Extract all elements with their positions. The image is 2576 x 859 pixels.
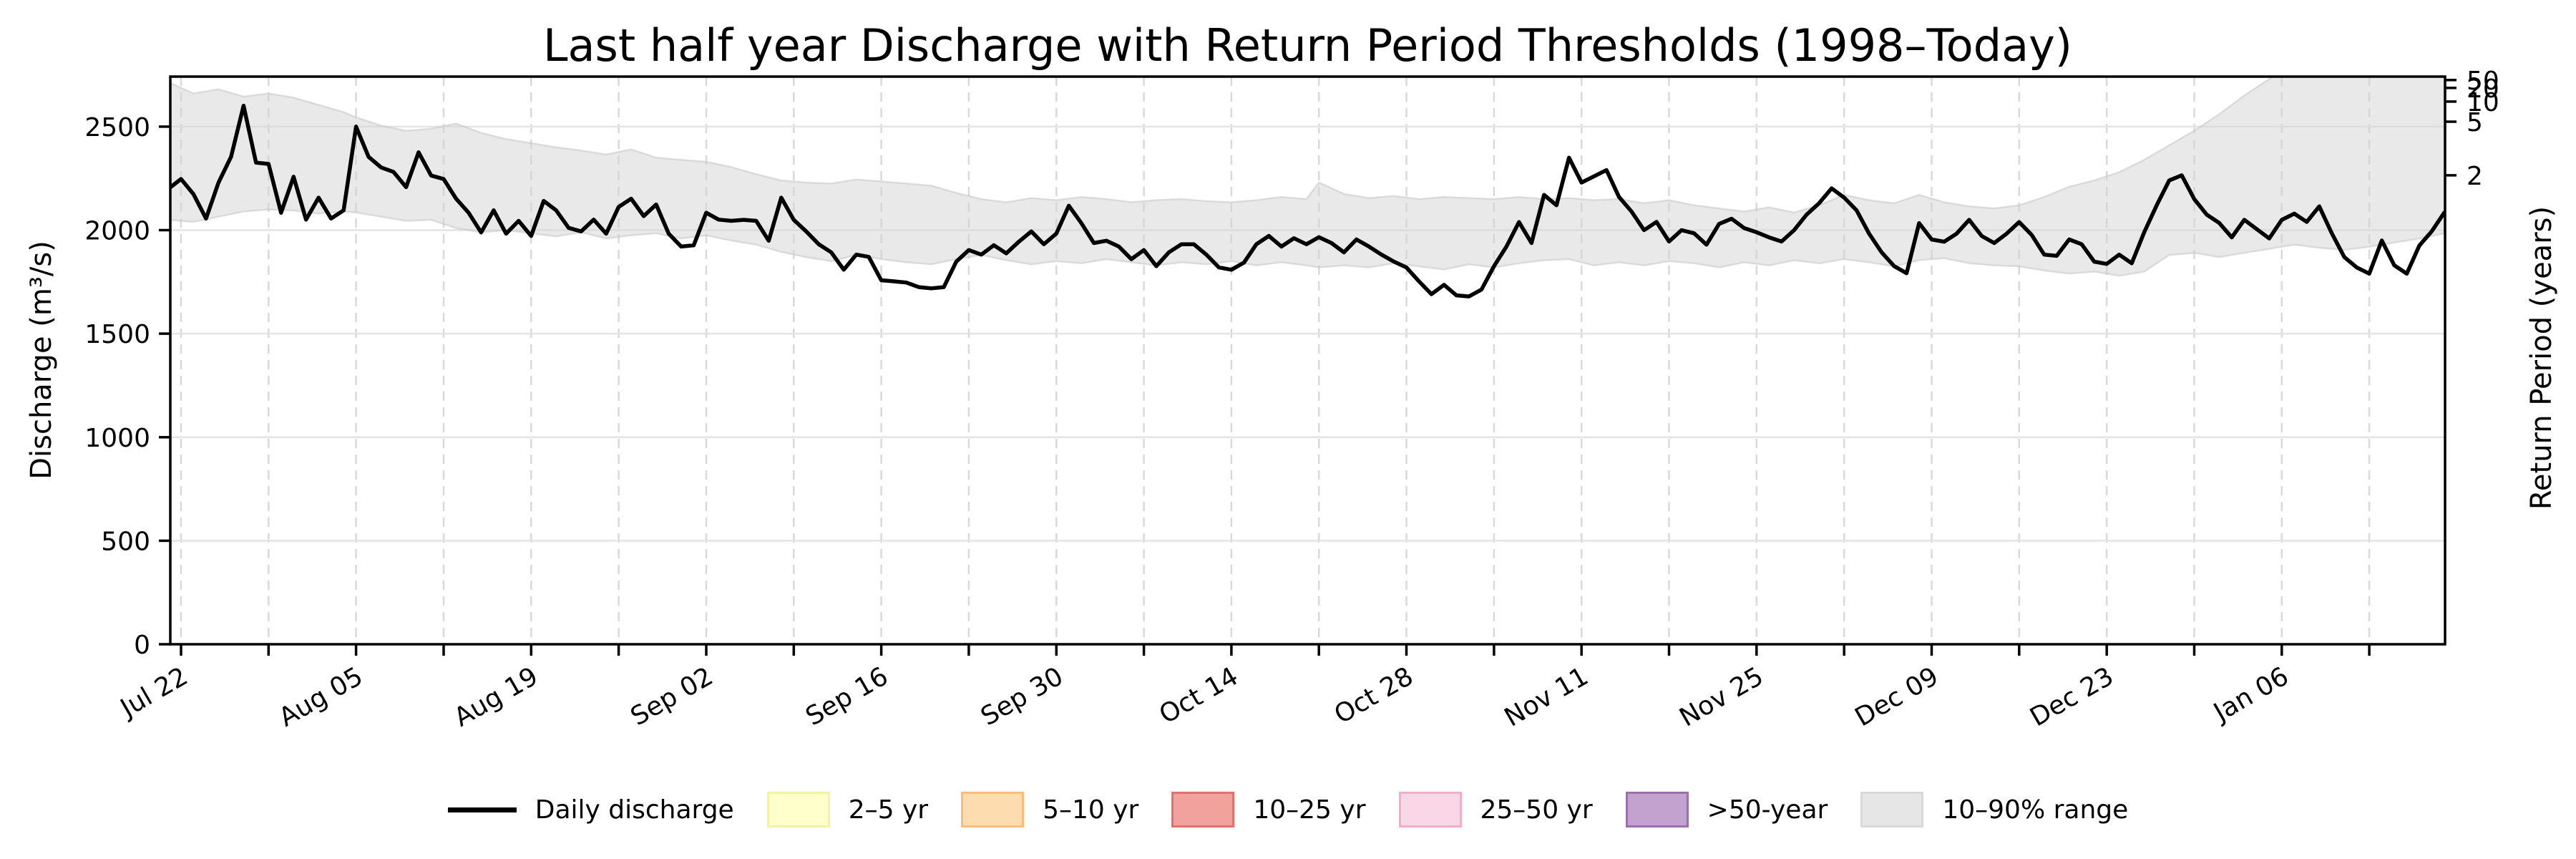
x-tick-label: Sep 30 bbox=[976, 661, 1068, 732]
x-tick-label: Oct 28 bbox=[1330, 661, 1418, 729]
legend-label: 5–10 yr bbox=[1043, 795, 1139, 825]
legend-item: 10–25 yr bbox=[1171, 792, 1366, 828]
x-tick-label: Jul 22 bbox=[114, 661, 192, 724]
legend-item: >50-year bbox=[1625, 792, 1828, 828]
legend-label: Daily discharge bbox=[535, 795, 734, 825]
y-tick-label-left: 0 bbox=[134, 631, 150, 660]
x-tick-label: Nov 11 bbox=[1500, 661, 1594, 732]
x-tick-label: Sep 02 bbox=[626, 661, 718, 732]
y-tick-label-left: 1500 bbox=[84, 320, 150, 349]
legend-line-swatch bbox=[447, 807, 517, 812]
y-tick-label-right: 10 bbox=[2467, 88, 2499, 117]
x-tick-label: Oct 14 bbox=[1154, 661, 1243, 729]
x-tick-label: Aug 19 bbox=[449, 661, 543, 732]
legend-patch-swatch bbox=[1625, 792, 1689, 828]
x-tick-label: Sep 16 bbox=[801, 661, 893, 732]
legend-item: 5–10 yr bbox=[961, 792, 1138, 828]
y-tick-label-left: 1000 bbox=[84, 424, 150, 453]
y-tick-label-left: 500 bbox=[101, 527, 150, 556]
legend: Daily discharge 2–5 yr 5–10 yr 10–25 yr 25–5… bbox=[0, 792, 2576, 828]
y-tick-label-left: 2000 bbox=[84, 217, 150, 246]
legend-label: >50-year bbox=[1707, 795, 1828, 825]
legend-label: 10–25 yr bbox=[1253, 795, 1366, 825]
legend-item: 2–5 yr bbox=[766, 792, 929, 828]
legend-patch-swatch bbox=[1860, 792, 1924, 828]
x-tick-label: Dec 09 bbox=[1850, 661, 1943, 732]
legend-patch-swatch bbox=[766, 792, 830, 828]
x-tick-label: Jan 06 bbox=[2207, 661, 2293, 728]
chart-title: Last half year Discharge with Return Per… bbox=[543, 19, 2072, 72]
legend-label: 10–90% range bbox=[1942, 795, 2129, 825]
legend-item: 10–90% range bbox=[1860, 792, 2128, 828]
legend-label: 2–5 yr bbox=[848, 795, 929, 825]
legend-label: 25–50 yr bbox=[1480, 795, 1593, 825]
legend-patch-swatch bbox=[1171, 792, 1235, 828]
discharge-line bbox=[170, 103, 2445, 299]
x-tick-label: Aug 05 bbox=[274, 661, 368, 732]
legend-patch-swatch bbox=[961, 792, 1025, 828]
y-tick-label-right: 20 bbox=[2467, 74, 2499, 104]
y-tick-label-right: 2 bbox=[2467, 162, 2483, 191]
percentile-band bbox=[170, 77, 2445, 277]
legend-item: Daily discharge bbox=[447, 795, 734, 825]
plot-frame bbox=[169, 75, 2446, 646]
legend-item: 25–50 yr bbox=[1398, 792, 1593, 828]
x-tick-label: Dec 23 bbox=[2025, 661, 2118, 732]
x-tick-label: Nov 25 bbox=[1674, 661, 1768, 732]
legend-patch-swatch bbox=[1398, 792, 1462, 828]
y-tick-label-right: 50 bbox=[2467, 67, 2499, 96]
y-tick-label-right: 5 bbox=[2467, 108, 2483, 137]
y-tick-label-left: 2500 bbox=[84, 113, 150, 142]
